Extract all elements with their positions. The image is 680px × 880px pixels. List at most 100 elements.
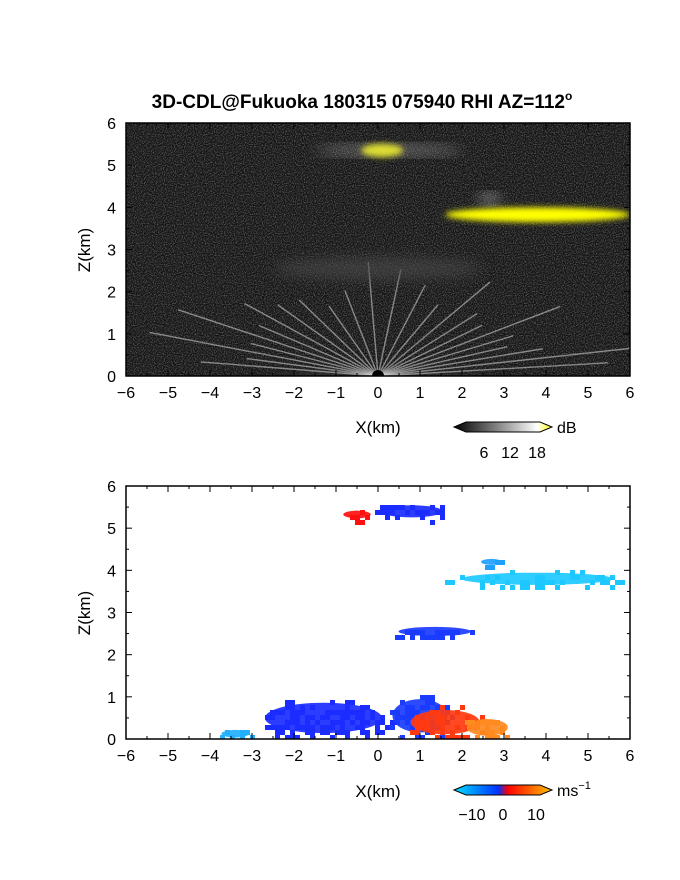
intensity-x-tick-label: 5: [584, 385, 593, 402]
velocity-echo-cell: [360, 730, 365, 735]
intensity-ground-ray: [328, 305, 379, 376]
intensity-ground-ray: [377, 362, 608, 376]
velocity-echo-cell: [310, 735, 315, 739]
intensity-x-tick-label: 6: [626, 385, 635, 402]
velocity-colorbar-tick-3: 10: [527, 807, 545, 824]
velocity-x-tick-label: 5: [584, 748, 593, 765]
velocity-echo-cell: [385, 725, 390, 730]
velocity-echo-cell: [485, 565, 490, 570]
velocity-echo-feature: [380, 505, 443, 518]
velocity-echo-cell: [270, 725, 275, 730]
chart-title: 3D-CDL@Fukuoka 180315 075940 RHI AZ=112o: [152, 89, 573, 113]
velocity-echo-cell: [350, 700, 355, 705]
velocity-echo-cell: [220, 735, 225, 739]
velocity-echo-cell: [490, 735, 495, 739]
velocity-echo-cell: [375, 510, 380, 515]
intensity-ground-ray: [377, 345, 508, 376]
velocity-y-axis-label: Z(km): [75, 591, 94, 635]
velocity-y-ticks: 0 1 2 3 4 5 6: [107, 479, 630, 749]
intensity-x-ticks: −6 −5 −4 −3 −2 −1 0 1 2 3 4 5 6: [117, 123, 635, 402]
intensity-x-tick-label: −4: [201, 385, 219, 402]
velocity-echo-cell: [430, 635, 435, 640]
velocity-x-tick-label: −5: [159, 748, 177, 765]
velocity-echo-cell: [610, 575, 615, 580]
intensity-y-tick-label: 5: [107, 158, 116, 175]
intensity-x-tick-label: 1: [416, 385, 425, 402]
velocity-echo-cell: [500, 560, 505, 565]
intensity-ground-ray: [298, 299, 379, 376]
intensity-ground-ray: [377, 281, 491, 376]
velocity-echo-cell: [535, 585, 540, 590]
velocity-echo-cell: [430, 520, 435, 525]
intensity-ground-ray: [246, 357, 379, 376]
velocity-echo-cell: [570, 570, 575, 575]
velocity-echo-cell: [375, 725, 380, 730]
intensity-echo-feature: [315, 146, 462, 155]
intensity-y-tick-label: 6: [107, 116, 116, 133]
velocity-echo-cell: [455, 735, 460, 739]
intensity-ground-ray: [177, 309, 379, 376]
intensity-ground-ray: [377, 312, 478, 376]
velocity-echo-cell: [390, 720, 395, 725]
intensity-x-axis-label: X(km): [355, 418, 400, 437]
velocity-echo-cell: [540, 585, 545, 590]
velocity-echo-cell: [440, 515, 445, 520]
intensity-ground-ray: [367, 261, 379, 376]
velocity-echo-cell: [290, 735, 295, 739]
velocity-colorbar-tick-1: −10: [458, 807, 485, 824]
velocity-echo-cell: [275, 730, 280, 735]
velocity-echo-cell: [390, 725, 395, 730]
velocity-echo-cell: [505, 735, 510, 739]
intensity-colorbar-unit: dB: [557, 420, 577, 437]
velocity-echo-cell: [425, 695, 430, 700]
velocity-colorbar-bar: [452, 784, 554, 796]
velocity-echo-cell: [440, 510, 445, 515]
velocity-y-tick-label: 2: [107, 648, 116, 665]
velocity-echo-cell: [580, 570, 585, 575]
intensity-y-tick-label: 0: [107, 369, 116, 386]
intensity-ground-ray: [258, 324, 379, 376]
intensity-y-tick-label: 1: [107, 327, 116, 344]
velocity-echo-feature: [481, 558, 502, 565]
velocity-echo-cell: [365, 705, 370, 710]
velocity-echo-cell: [460, 705, 465, 710]
velocity-echo-cell: [490, 565, 495, 570]
intensity-colorbar: dB 6 12 18: [452, 420, 577, 462]
velocity-echo-feature: [398, 626, 471, 637]
intensity-echo-features: [273, 144, 630, 280]
velocity-echo-cell: [510, 585, 515, 590]
velocity-echo-feature: [264, 702, 382, 734]
velocity-echo-cell: [280, 730, 285, 735]
velocity-x-tick-label: 6: [626, 748, 635, 765]
velocity-echo-cell: [275, 735, 280, 739]
velocity-echo-cell: [400, 735, 405, 739]
velocity-echo-cell: [605, 580, 610, 585]
velocity-echo-cell: [395, 515, 400, 520]
velocity-echo-cell: [290, 730, 295, 735]
velocity-y-tick-label: 6: [107, 479, 116, 496]
velocity-x-tick-label: −4: [201, 748, 219, 765]
velocity-echo-features: [220, 505, 625, 745]
velocity-echo-cell: [285, 735, 290, 739]
velocity-echo-cell: [320, 740, 325, 745]
velocity-colorbar-tick-2: 0: [499, 807, 508, 824]
velocity-y-tick-label: 5: [107, 521, 116, 538]
velocity-echo-cell: [425, 635, 430, 640]
chart-title-superscript: o: [565, 89, 572, 103]
velocity-echo-cell: [610, 585, 615, 590]
velocity-echo-cell: [445, 705, 450, 710]
velocity-echo-cell: [395, 635, 400, 640]
velocity-echo-cell: [380, 505, 385, 510]
velocity-y-tick-label: 4: [107, 563, 116, 580]
intensity-x-tick-label: −1: [327, 385, 345, 402]
velocity-echo-cell: [420, 735, 425, 739]
intensity-ground-ray: [149, 331, 379, 376]
velocity-echo-cell: [440, 635, 445, 640]
intensity-ground-ray: [377, 324, 483, 376]
velocity-echo-feature: [221, 729, 249, 738]
intensity-y-axis-label: Z(km): [75, 228, 94, 272]
velocity-echo-cell: [620, 580, 625, 585]
velocity-echo-cell: [420, 695, 425, 700]
